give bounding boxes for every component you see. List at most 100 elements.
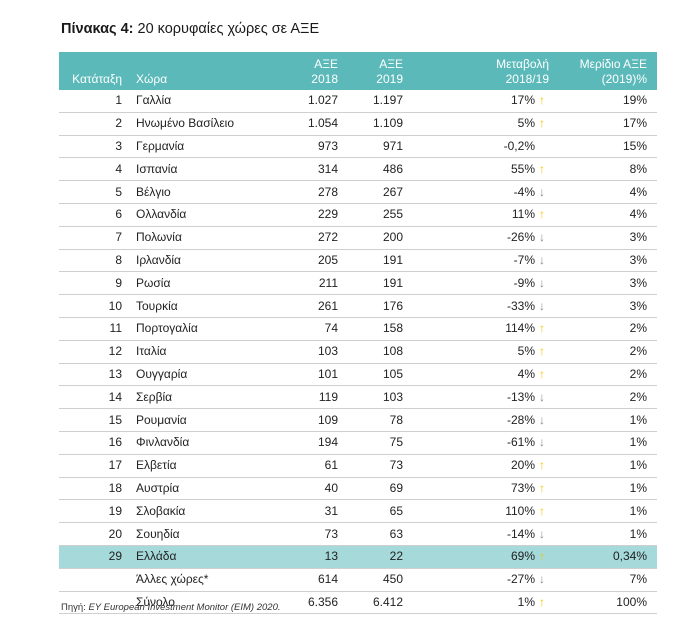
fdi-2019-cell: 75	[341, 431, 406, 455]
fdi-2019-cell: 1.197	[341, 90, 406, 113]
rank-cell: 11	[59, 317, 128, 341]
share-cell: 3%	[552, 294, 657, 318]
rank-cell: 12	[59, 340, 128, 364]
rank-cell: 14	[59, 385, 128, 410]
change-cell: -14% ↓	[406, 522, 552, 546]
rank-cell: 4	[59, 157, 128, 182]
arrow-down-icon: ↓	[539, 412, 545, 427]
country-cell: Αυστρία	[128, 477, 276, 501]
fdi-2018-cell: 101	[276, 363, 341, 387]
table-row: 29 Ελλάδα 13 22 69% ↑ 0,34%	[59, 545, 657, 569]
share-cell: 2%	[552, 317, 657, 341]
change-cell: 73% ↑	[406, 477, 552, 501]
arrow-up-icon: ↑	[539, 549, 545, 564]
share-cell: 2%	[552, 363, 657, 387]
country-cell: Ρουμανία	[128, 408, 276, 432]
header-change: Μεταβολή 2018/19	[496, 57, 549, 86]
table-row: 16 Φινλανδία 194 75 -61% ↓ 1%	[59, 431, 657, 455]
table-title: Πίνακας 4: 20 κορυφαίες χώρες σε ΑΞΕ	[61, 21, 319, 37]
table-row: Άλλες χώρες* 614 450 -27% ↓ 7%	[59, 568, 657, 592]
country-cell: Ισπανία	[128, 157, 276, 182]
arrow-down-icon: ↓	[539, 298, 545, 313]
arrow-up-icon: ↑	[539, 594, 545, 609]
table-row: 2 Ηνωμένο Βασίλειο 1.054 1.109 5% ↑ 17%	[59, 112, 657, 136]
header-country: Χώρα	[136, 72, 168, 86]
change-cell: 4% ↑	[406, 363, 552, 387]
table-row: 13 Ουγγαρία 101 105 4% ↑ 2%	[59, 363, 657, 387]
source-text: EY European Investment Monitor (EIM) 202…	[88, 602, 281, 613]
rank-cell: 2	[59, 112, 128, 136]
country-cell: Σλοβακία	[128, 499, 276, 524]
rank-cell: 19	[59, 499, 128, 524]
share-cell: 1%	[552, 431, 657, 455]
fdi-2018-cell: 973	[276, 135, 341, 159]
rank-cell: 13	[59, 363, 128, 387]
fdi-2018-cell: 103	[276, 340, 341, 364]
fdi-table: Κατάταξη Χώρα ΑΞΕ 2018 ΑΞΕ 2019 Μεταβολή 20…	[59, 52, 657, 615]
table-row: 8 Ιρλανδία 205 191 -7% ↓ 3%	[59, 249, 657, 273]
table-row: 14 Σερβία 119 103 -13% ↓ 2%	[59, 385, 657, 410]
change-cell: 55% ↑	[406, 157, 552, 182]
arrow-up-icon: ↑	[539, 503, 545, 518]
arrow-up-icon: ↑	[539, 366, 545, 381]
arrow-down-icon: ↓	[539, 230, 545, 245]
fdi-2018-cell: 119	[276, 385, 341, 410]
change-cell: -27% ↓	[406, 568, 552, 592]
fdi-2019-cell: 200	[341, 226, 406, 250]
rank-cell: 20	[59, 522, 128, 546]
table-row: 17 Ελβετία 61 73 20% ↑ 1%	[59, 454, 657, 478]
country-cell: Σύνολο	[128, 591, 276, 615]
share-cell: 1%	[552, 522, 657, 546]
fdi-2019-cell: 6.412	[341, 591, 406, 615]
fdi-2019-cell: 103	[341, 385, 406, 410]
change-cell: 110% ↑	[406, 499, 552, 524]
fdi-2019-cell: 971	[341, 135, 406, 159]
fdi-2018-cell: 109	[276, 408, 341, 432]
table-row: 6 Ολλανδία 229 255 11% ↑ 4%	[59, 203, 657, 227]
share-cell: 19%	[552, 90, 657, 113]
share-cell: 7%	[552, 568, 657, 592]
header-rank: Κατάταξη	[72, 72, 122, 86]
change-cell: -33% ↓	[406, 294, 552, 318]
share-cell: 2%	[552, 340, 657, 364]
fdi-2019-cell: 78	[341, 408, 406, 432]
fdi-2019-cell: 108	[341, 340, 406, 364]
arrow-down-icon: ↓	[539, 526, 545, 541]
change-cell: 1% ↑	[406, 591, 552, 615]
fdi-2018-cell: 278	[276, 180, 341, 204]
country-cell: Γερμανία	[128, 135, 276, 159]
rank-cell: 16	[59, 431, 128, 455]
fdi-2018-cell: 1.027	[276, 90, 341, 113]
fdi-2018-cell: 261	[276, 294, 341, 318]
fdi-2019-cell: 255	[341, 203, 406, 227]
header-fdi-2018: ΑΞΕ 2018	[311, 57, 338, 86]
table-row: 10 Τουρκία 261 176 -33% ↓ 3%	[59, 294, 657, 318]
country-cell: Άλλες χώρες*	[128, 568, 276, 592]
rank-cell: 1	[59, 90, 128, 113]
country-cell: Ουγγαρία	[128, 363, 276, 387]
fdi-2019-cell: 191	[341, 271, 406, 296]
rank-cell: 5	[59, 180, 128, 204]
fdi-2019-cell: 73	[341, 454, 406, 478]
share-cell: 2%	[552, 385, 657, 410]
table-row: 15 Ρουμανία 109 78 -28% ↓ 1%	[59, 408, 657, 432]
table-row: 18 Αυστρία 40 69 73% ↑ 1%	[59, 477, 657, 501]
fdi-2019-cell: 176	[341, 294, 406, 318]
table-row: 11 Πορτογαλία 74 158 114% ↑ 2%	[59, 317, 657, 341]
rank-cell: 6	[59, 203, 128, 227]
country-cell: Ολλανδία	[128, 203, 276, 227]
change-cell: -13% ↓	[406, 385, 552, 410]
share-cell: 1%	[552, 499, 657, 524]
table-header-row: Κατάταξη Χώρα ΑΞΕ 2018 ΑΞΕ 2019 Μεταβολή 20…	[59, 52, 657, 90]
rank-cell	[59, 568, 128, 592]
table-body: 1 Γαλλία 1.027 1.197 17% ↑ 19% 2 Ηνωμένο Βασίλει…	[59, 90, 657, 615]
change-cell: 69% ↑	[406, 545, 552, 569]
fdi-2018-cell: 314	[276, 157, 341, 182]
change-cell: -61% ↓	[406, 431, 552, 455]
change-cell: -9% ↓	[406, 271, 552, 296]
country-cell: Ιταλία	[128, 340, 276, 364]
change-cell: -7% ↓	[406, 249, 552, 273]
country-cell: Σουηδία	[128, 522, 276, 546]
share-cell: 1%	[552, 477, 657, 501]
country-cell: Ελβετία	[128, 454, 276, 478]
